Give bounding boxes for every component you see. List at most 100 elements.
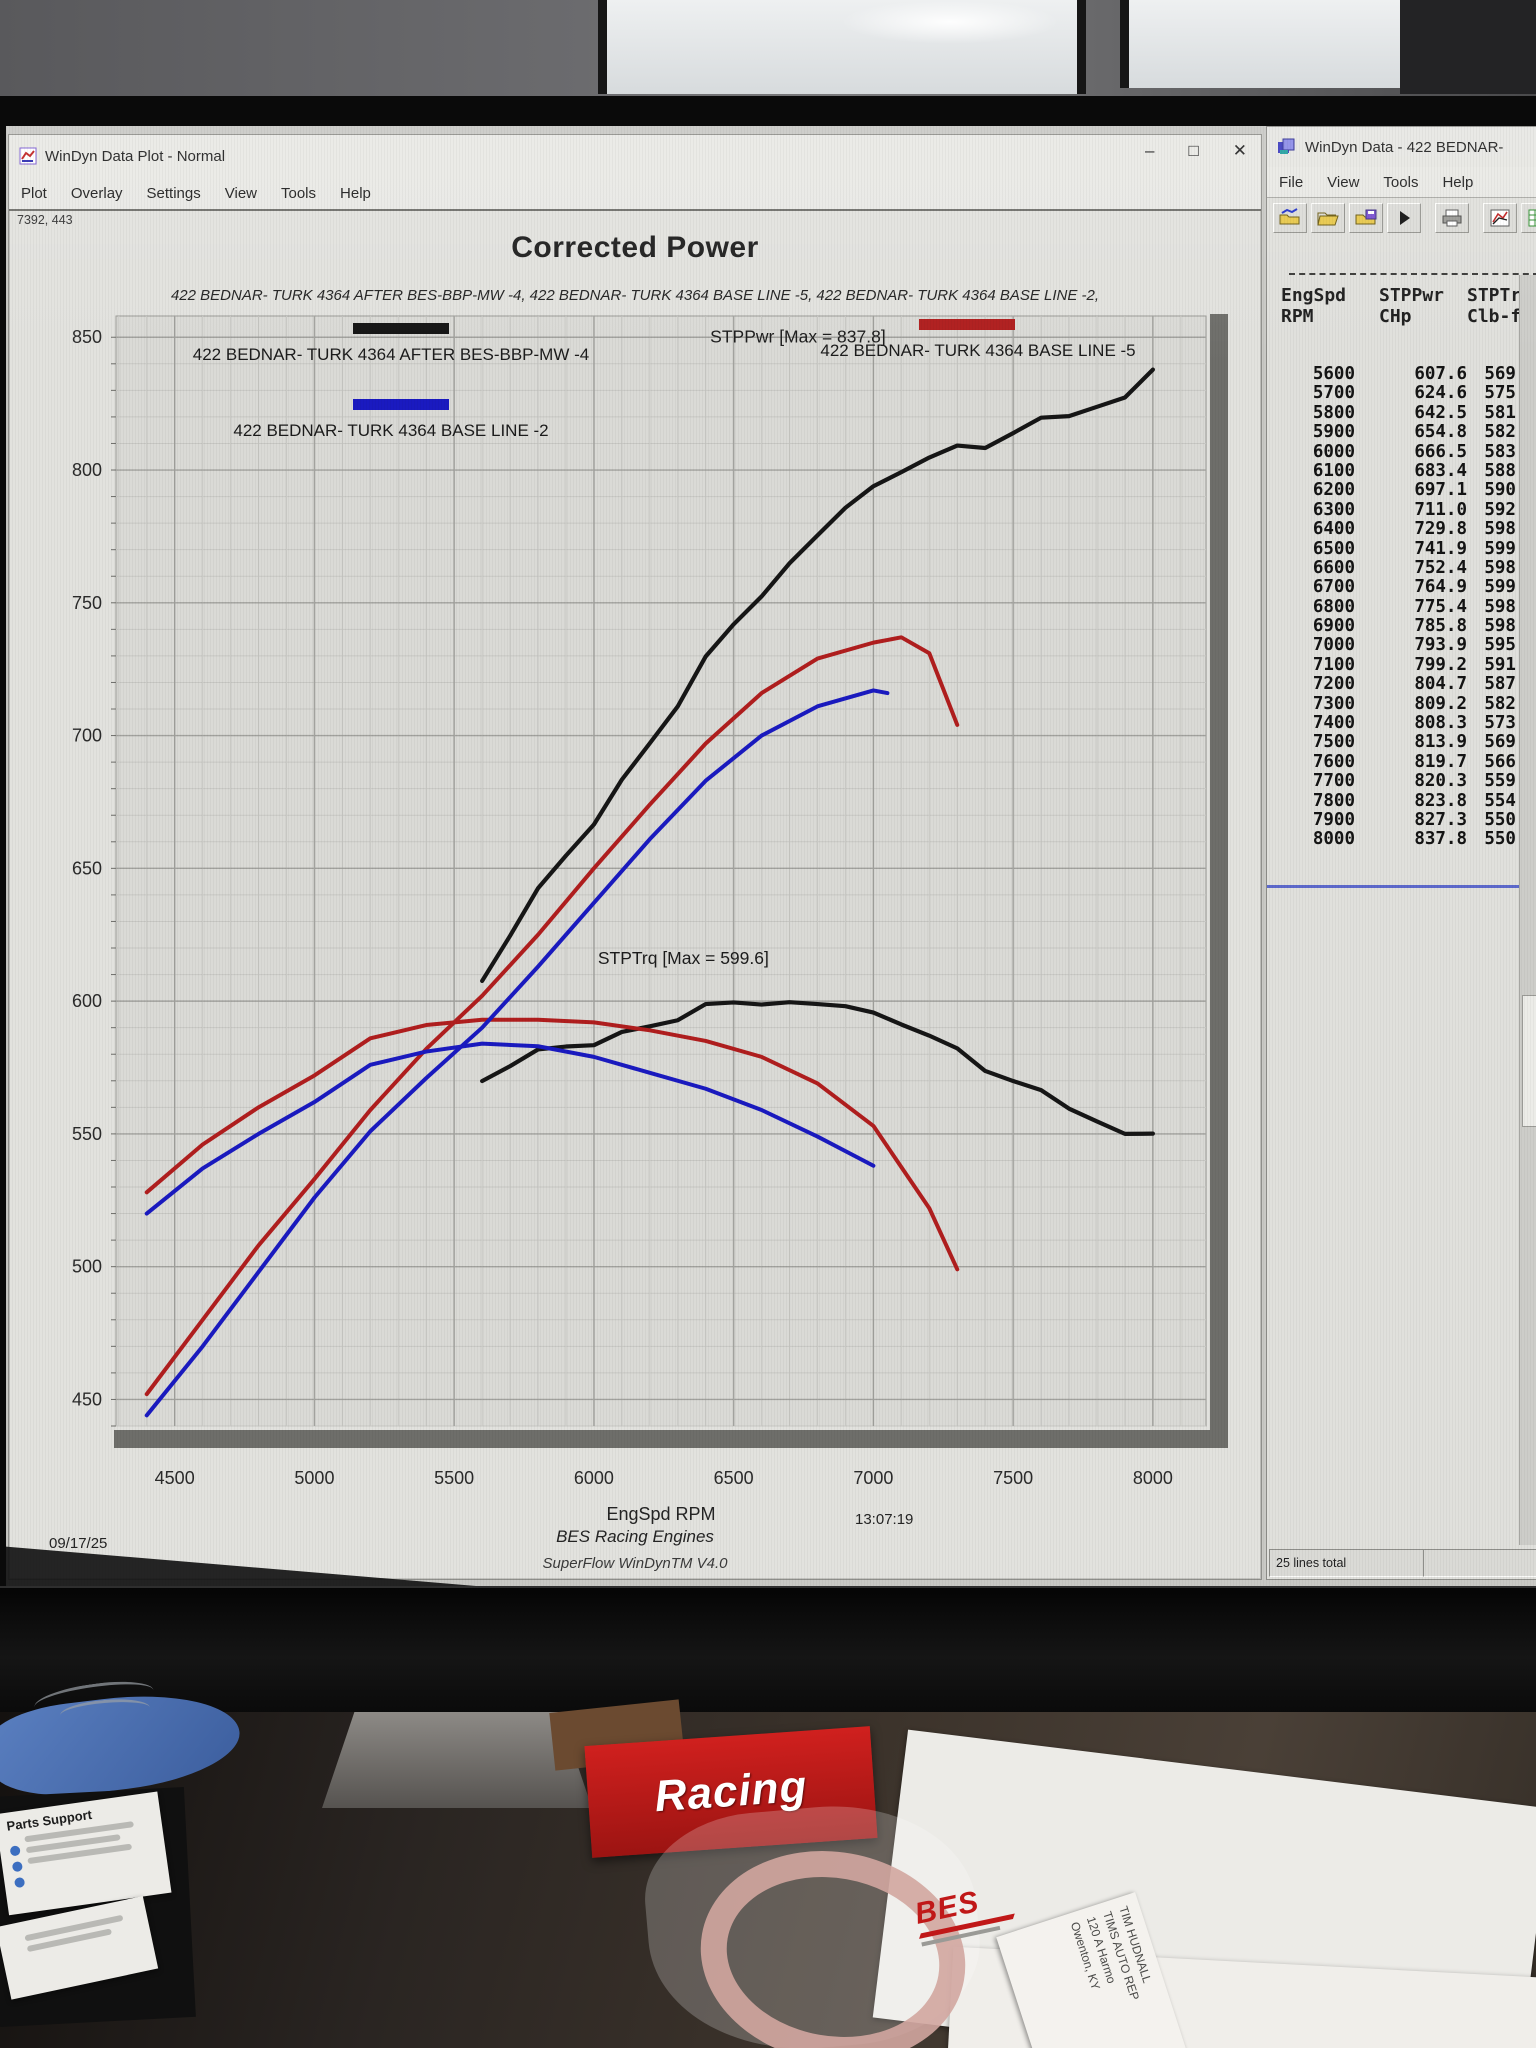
menu-overlay[interactable]: Overlay <box>70 184 123 202</box>
cursor-position-readout: 7392, 443 <box>17 213 73 227</box>
card-bullet-icon <box>9 1845 21 1857</box>
table-row: 7200 804.7 587.0 <box>1312 674 1536 695</box>
card-bullet-icon <box>13 1876 26 1889</box>
svg-text:500: 500 <box>72 1257 102 1277</box>
footer-org: BES Racing Engines <box>556 1527 714 1546</box>
svg-text:EngSpd RPM: EngSpd RPM <box>606 1504 715 1524</box>
menu-help[interactable]: Help <box>1442 173 1474 191</box>
status-empty <box>1423 1549 1536 1577</box>
col-header-engspd: EngSpd RPM <box>1281 285 1347 327</box>
max-annotation: STPPwr [Max = 837.8] <box>710 327 886 347</box>
table-row: 7700 820.3 559.5 <box>1312 771 1536 792</box>
data-window-titlebar[interactable]: WinDyn Data - 422 BEDNAR- <box>1267 127 1536 168</box>
table-row: 6900 785.8 598.1 <box>1312 616 1536 637</box>
data-toolbar <box>1273 203 1536 233</box>
calc-sheet-button[interactable] <box>1521 203 1536 233</box>
ceiling-light-reflection <box>840 0 1060 44</box>
svg-text:550: 550 <box>72 1124 102 1144</box>
table-row: 6300 711.0 592.8 <box>1312 499 1536 520</box>
menu-view[interactable]: View <box>1327 173 1360 191</box>
play-button[interactable] <box>1387 203 1421 233</box>
table-row: 7100 799.2 591.2 <box>1312 654 1536 675</box>
data-window-title: WinDyn Data - 422 BEDNAR- <box>1305 138 1504 156</box>
table-row: 8000 837.8 550.1 <box>1312 829 1536 850</box>
close-icon[interactable]: ✕ <box>1232 141 1247 160</box>
svg-text:7000: 7000 <box>853 1468 893 1488</box>
legend-swatch-black <box>353 323 449 334</box>
menu-plot[interactable]: Plot <box>21 184 47 202</box>
windyn-data-window: WinDyn Data - 422 BEDNAR- File View Tool… <box>1266 126 1536 1580</box>
legend-label-baseline5: 422 BEDNAR- TURK 4364 BASE LINE -5 <box>820 341 1136 360</box>
footer-time: 13:07:19 <box>855 1511 914 1528</box>
table-row: 6500 741.9 599.5 <box>1312 538 1536 559</box>
svg-text:800: 800 <box>72 460 102 480</box>
status-lines-total: 25 lines total <box>1269 1549 1427 1577</box>
background-wall <box>0 0 1536 100</box>
open-plot-button[interactable] <box>1273 203 1307 233</box>
table-row: 5600 607.6 569.9 <box>1312 364 1536 384</box>
legend-swatch-blue <box>353 399 449 410</box>
table-row: 5900 654.8 582.9 <box>1312 422 1536 443</box>
col-header-stppwr: STPPwr CHp <box>1379 285 1445 327</box>
svg-text:750: 750 <box>72 593 102 613</box>
table-row: 7800 823.8 554.7 <box>1312 790 1536 811</box>
svg-text:600: 600 <box>72 991 102 1011</box>
minimize-icon[interactable]: – <box>1145 141 1155 160</box>
footer-date: 09/17/25 <box>49 1535 108 1552</box>
view-plot-button[interactable] <box>1483 203 1517 233</box>
menu-help[interactable]: Help <box>340 184 371 202</box>
legend-label-baseline2: 422 BEDNAR- TURK 4364 BASE LINE -2 <box>233 421 549 440</box>
svg-text:5500: 5500 <box>434 1468 474 1488</box>
svg-text:450: 450 <box>72 1389 102 1409</box>
col-header-stptrq: STPTrq Clb-ft <box>1467 285 1533 327</box>
svg-text:850: 850 <box>72 327 102 347</box>
dyno-data-table: 5600 607.6 569.9 5700 624.6 575.5 5800 642.5 581… <box>1281 364 1536 850</box>
table-row: 6700 764.9 599.6 <box>1312 577 1536 598</box>
chart-title: Corrected Power <box>511 231 759 264</box>
table-row: 7900 827.3 550.0 <box>1312 809 1536 830</box>
table-row: 5700 624.6 575.5 <box>1312 383 1536 404</box>
monitor-stand <box>322 1712 592 1808</box>
svg-text:6000: 6000 <box>574 1468 614 1488</box>
svg-text:4500: 4500 <box>155 1468 195 1488</box>
table-row: 7300 809.2 582.2 <box>1312 693 1536 714</box>
svg-text:700: 700 <box>72 726 102 746</box>
svg-text:6500: 6500 <box>714 1468 754 1488</box>
save-data-button[interactable] <box>1349 203 1383 233</box>
print-button[interactable] <box>1435 203 1469 233</box>
table-row: 6200 697.1 590.5 <box>1312 480 1536 501</box>
table-row: 6100 683.4 588.4 <box>1312 460 1536 481</box>
plot-window-title: WinDyn Data Plot - Normal <box>45 147 226 165</box>
menu-file[interactable]: File <box>1279 173 1304 191</box>
table-row: 7400 808.3 573.7 <box>1312 713 1536 734</box>
table-row: 7600 819.7 566.5 <box>1312 751 1536 772</box>
table-row: 6400 729.8 598.9 <box>1312 519 1536 540</box>
table-separator <box>1289 273 1536 275</box>
menu-settings[interactable]: Settings <box>146 184 201 202</box>
menu-tools[interactable]: Tools <box>281 184 317 202</box>
maximize-icon[interactable]: □ <box>1188 141 1199 160</box>
chart-subtitle: 422 BEDNAR- TURK 4364 AFTER BES-BBP-MW -… <box>170 287 1100 304</box>
wall-corner <box>1400 0 1536 94</box>
table-end-divider <box>1267 885 1536 888</box>
menu-view[interactable]: View <box>224 184 257 202</box>
scrollbar-thumb[interactable] <box>1522 995 1536 1127</box>
table-row: 7000 793.9 595.7 <box>1312 635 1536 656</box>
legend-swatch-red <box>919 319 1015 330</box>
open-folder-button[interactable] <box>1311 203 1345 233</box>
legend-label-after-run: 422 BEDNAR- TURK 4364 AFTER BES-BBP-MW -… <box>192 345 590 364</box>
table-row: 7500 813.9 569.9 <box>1312 732 1536 753</box>
card-bullet-icon <box>11 1861 24 1873</box>
menu-tools[interactable]: Tools <box>1383 173 1419 191</box>
footer-app-version: SuperFlow WinDynTM V4.0 <box>542 1555 728 1572</box>
scrollbar[interactable] <box>1519 275 1536 1545</box>
monitor-screen: WinDyn Data Plot - Normal – □ ✕ Plot Ove… <box>6 126 1536 1586</box>
table-row: 6000 666.5 583.4 <box>1312 441 1536 462</box>
corrected-power-plot[interactable]: 4500 5000 5500 6000 6500 7000 7500 8000 450 500 55… <box>9 135 1261 1579</box>
windyn-data-app-icon <box>1278 138 1295 154</box>
table-row: 5800 642.5 581.8 <box>1312 402 1536 423</box>
data-menubar: File View Tools Help <box>1267 167 1536 198</box>
table-row: 6600 752.4 598.7 <box>1312 557 1536 578</box>
svg-text:7500: 7500 <box>993 1468 1033 1488</box>
